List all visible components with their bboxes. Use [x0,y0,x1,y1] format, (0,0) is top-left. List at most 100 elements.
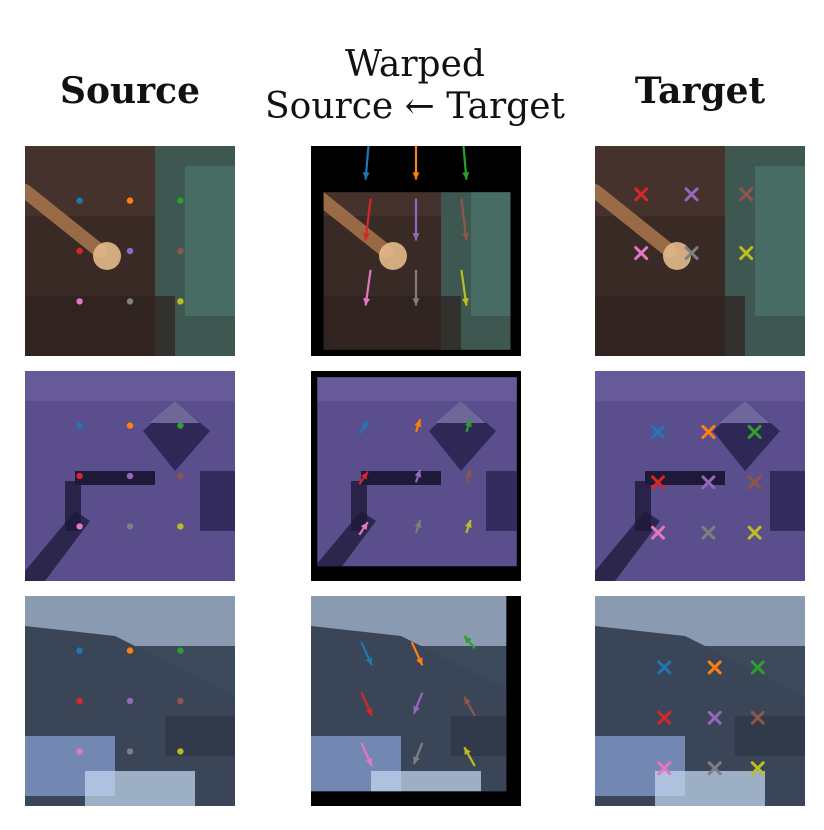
target-cross-marker [750,710,765,725]
target-cross-marker [657,710,672,725]
scene-texture [311,596,507,792]
scene-texture [25,146,235,356]
source-point [177,697,184,705]
scene-texture [25,596,235,806]
target-cross-marker [747,475,762,490]
warped-panel-blue-scene [311,596,521,806]
source-point [126,647,134,654]
flow-arrow [362,146,370,180]
target-cross-marker [651,424,665,439]
source-point [76,197,83,204]
flow-arrow [414,519,422,534]
flow-arrow [360,692,373,717]
target-cross-marker [651,475,665,490]
source-point [76,298,83,305]
flow-arrow [463,696,476,717]
target-cross-marker [701,475,716,490]
flow-arrow [363,269,372,306]
flow-arrow [460,269,469,306]
target-cross-marker [634,187,649,202]
source-point [177,647,184,654]
flow-arrow [412,742,424,765]
flow-arrow [410,641,424,666]
flow-arrow [463,635,476,650]
target-cross-marker [634,246,649,261]
flow-arrow [414,469,422,483]
flow-arrow [462,146,470,180]
target-cross-marker [701,424,716,439]
source-point [76,422,83,429]
target-cross-marker [651,525,665,540]
source-point [76,697,83,705]
flow-arrow [360,641,373,666]
target-cross-marker [684,246,699,261]
source-point [76,748,83,755]
source-point [126,197,134,204]
flow-arrow [463,746,476,767]
flow-arrow [414,418,422,433]
flow-arrow [412,269,420,306]
source-panel-brown-scene [25,146,235,356]
source-point [76,523,83,530]
source-point [177,523,184,530]
warped-column-title: Warped Source ← Target [230,44,600,128]
target-cross-marker [657,660,672,675]
scene-texture [595,146,805,356]
flow-arrow [412,198,420,241]
target-cross-marker [750,660,765,675]
flow-arrow [358,471,369,486]
warped-panel-purple-scene [311,371,521,581]
target-cross-marker [707,761,722,776]
flow-arrow [360,742,373,767]
scene-texture [323,192,511,350]
source-point [177,247,184,255]
source-panel-purple-scene [25,371,235,581]
scene-texture [595,371,805,581]
source-panel-blue-scene [25,596,235,806]
source-column-title: Source [60,70,200,112]
source-point [177,422,184,429]
source-point [177,298,184,305]
warped-title-line1: Warped [345,44,485,85]
warped-panel-brown-scene [311,146,521,356]
target-cross-marker [747,424,762,439]
target-column-title: Target [634,70,766,112]
target-cross-marker [657,761,672,776]
scene-texture [25,371,235,581]
flow-arrow [460,198,470,241]
source-point [76,247,83,255]
target-cross-marker [750,761,765,776]
flow-arrow [412,146,420,180]
target-cross-marker [739,246,754,261]
source-point [126,697,134,705]
target-panel-purple-scene [595,371,805,581]
target-cross-marker [707,710,722,725]
source-point [177,472,184,480]
flow-arrow [362,198,372,241]
scene-texture [595,596,805,806]
warped-title-line2: Source ← Target [265,86,565,127]
scene-texture [317,377,517,567]
flow-arrow [358,521,369,536]
flow-arrow [465,469,472,483]
target-cross-marker [739,187,754,202]
source-point [177,197,184,204]
target-cross-marker [684,187,699,202]
source-point [126,298,134,305]
source-point [126,748,134,755]
target-cross-marker [707,660,722,675]
flow-arrow [412,692,424,715]
source-point [177,748,184,755]
target-cross-marker [747,525,762,540]
source-point [126,422,134,429]
warped-image [311,596,507,792]
source-point [76,472,83,480]
target-panel-brown-scene [595,146,805,356]
source-point [126,523,134,530]
target-panel-blue-scene [595,596,805,806]
flow-arrow [465,519,472,534]
source-point [76,647,83,654]
warped-image [317,377,517,567]
source-point [126,472,134,480]
flow-arrow [465,418,472,433]
